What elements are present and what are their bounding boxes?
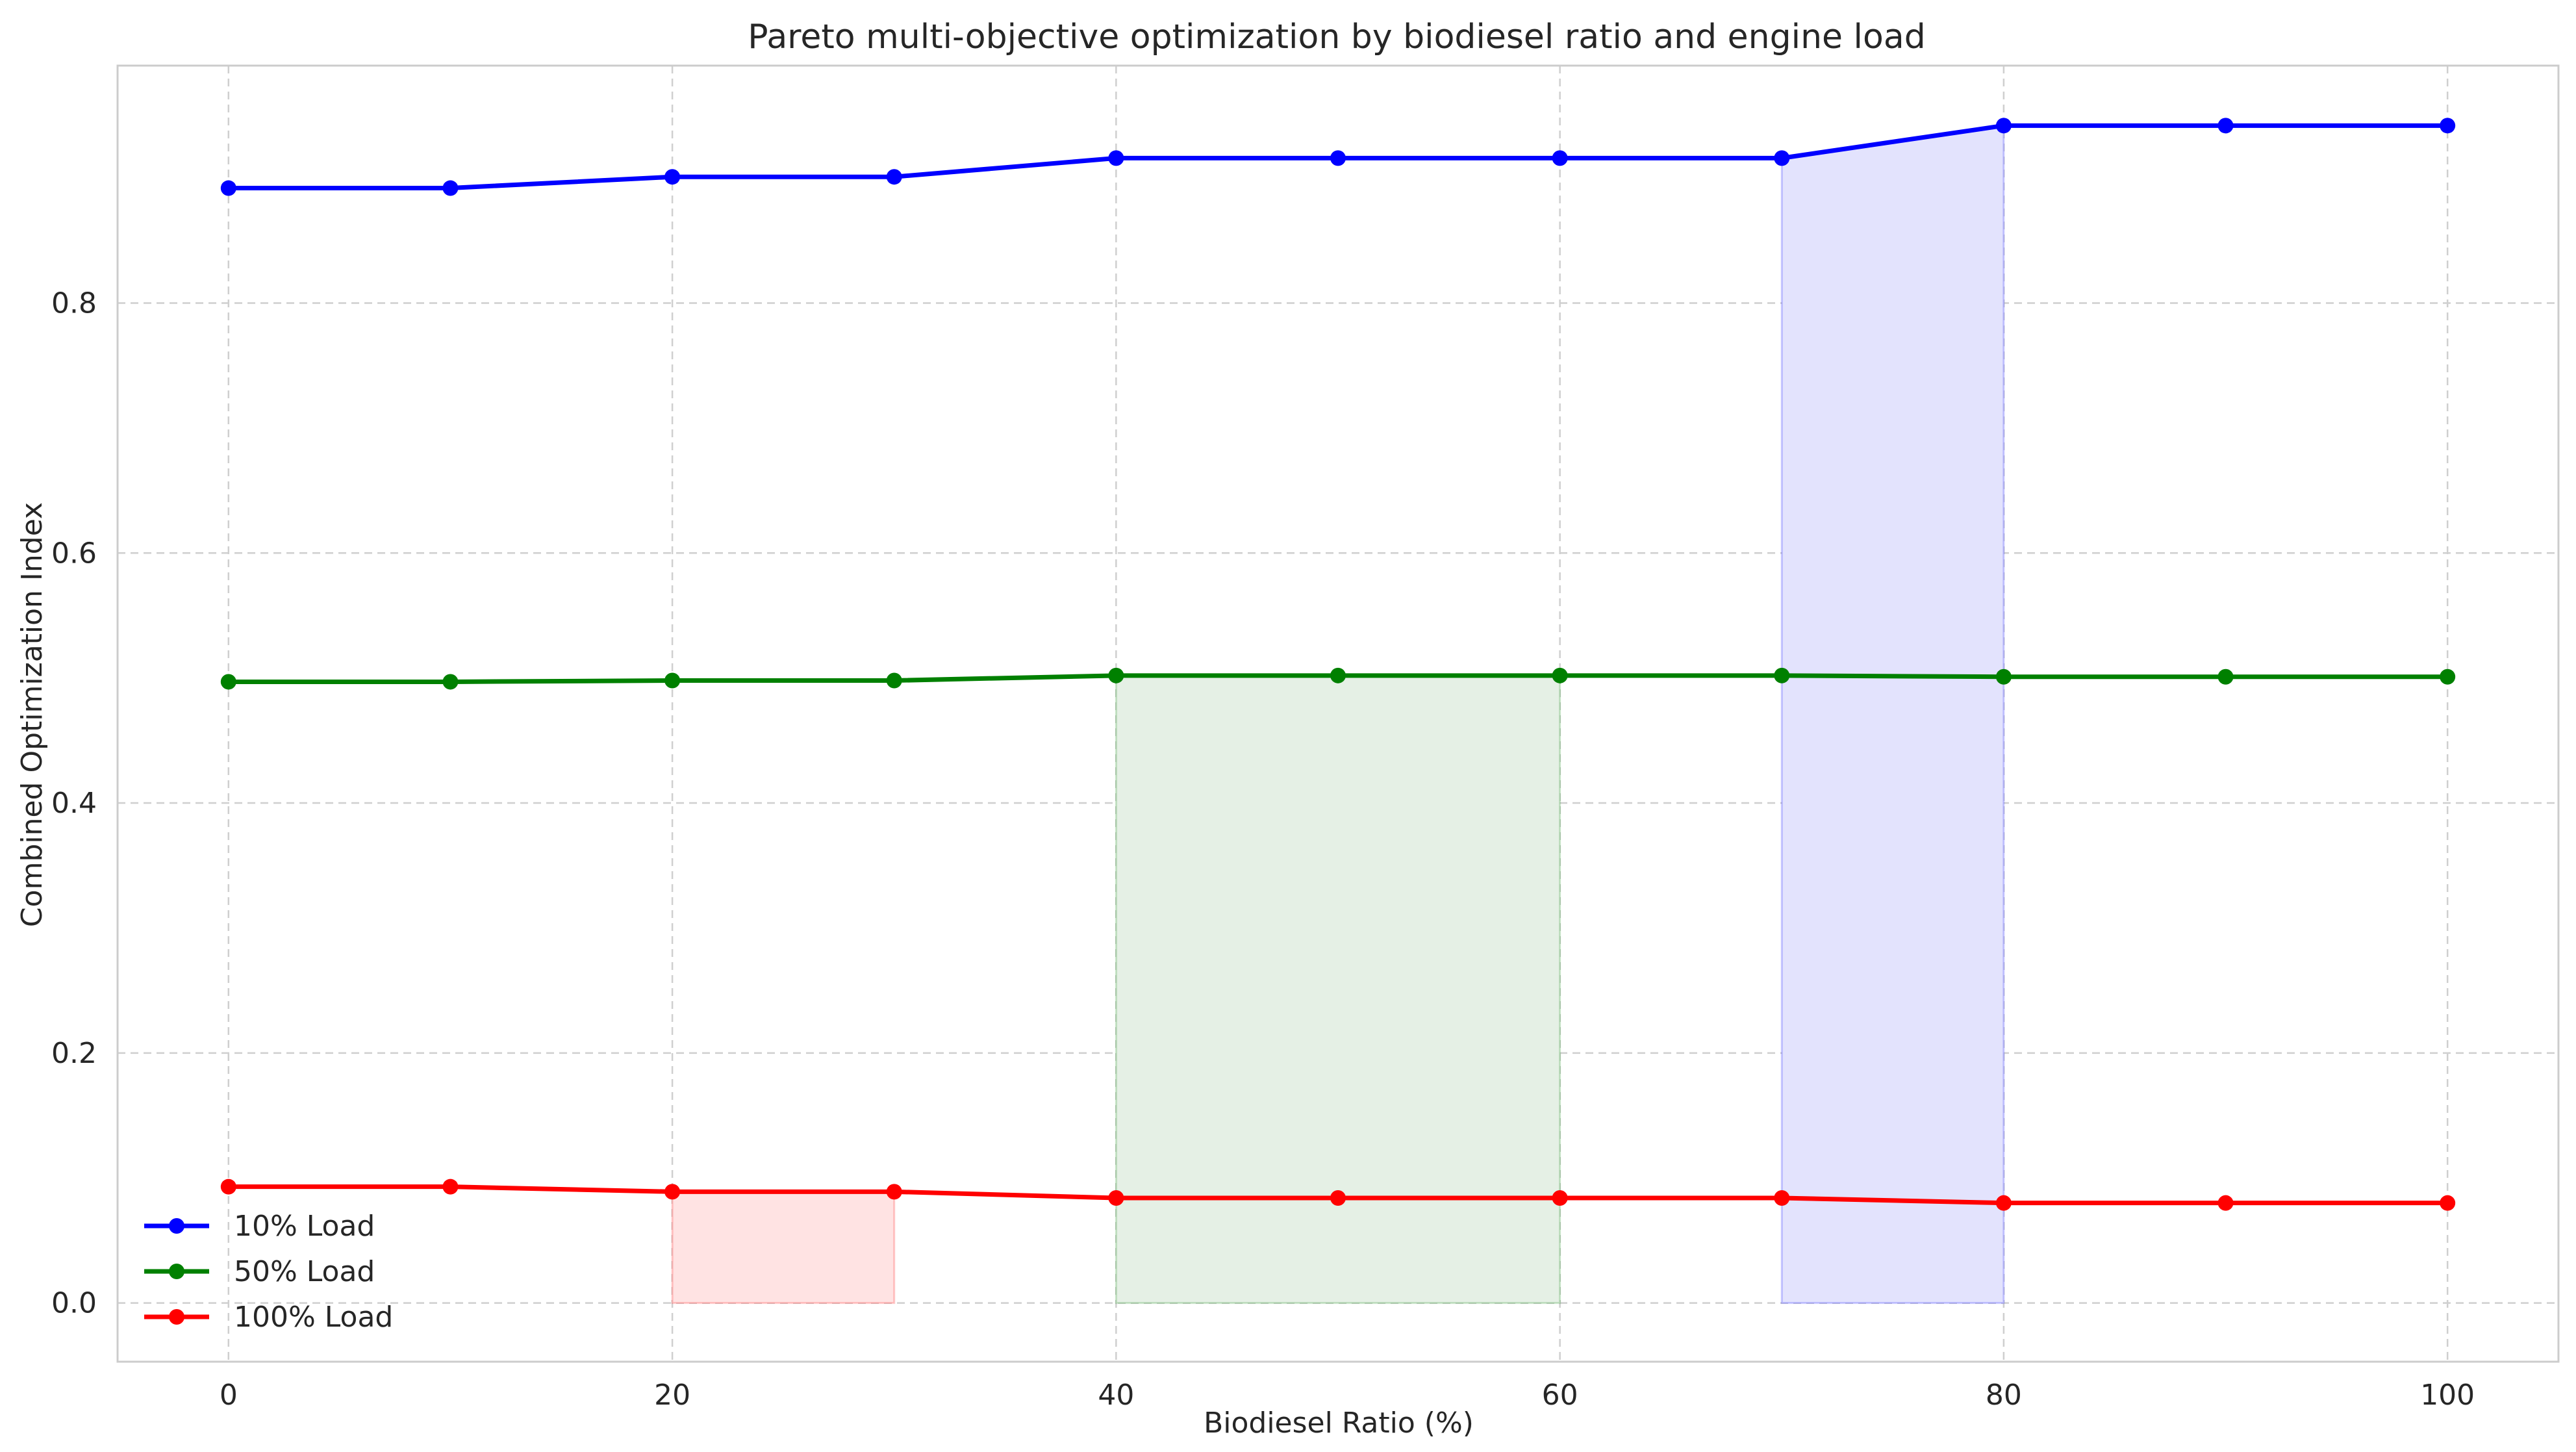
series-group	[220, 1178, 2456, 1211]
series-group	[220, 667, 2456, 690]
data-point	[442, 674, 459, 690]
data-point	[1552, 1190, 1568, 1206]
legend-item: 100% Load	[144, 1301, 393, 1334]
y-tick-label: 0.6	[51, 537, 97, 570]
data-point	[886, 169, 902, 185]
x-tick-label: 80	[1986, 1379, 2022, 1412]
legend-item: 10% Load	[144, 1210, 375, 1243]
data-point	[886, 1184, 902, 1200]
data-point	[1774, 1190, 1790, 1206]
data-point	[1552, 150, 1568, 166]
data-point	[220, 180, 236, 196]
x-tick-label: 60	[1542, 1379, 1578, 1412]
x-tick-label: 40	[1098, 1379, 1134, 1412]
x-tick-label: 100	[2420, 1379, 2475, 1412]
series-group	[220, 118, 2456, 196]
chart-title: Pareto multi-objective optimization by b…	[748, 18, 1925, 57]
data-point	[1108, 150, 1124, 166]
data-point	[2440, 1195, 2456, 1211]
y-axis-label: Combined Optimization Index	[16, 502, 49, 927]
highlight-region	[671, 1190, 896, 1305]
data-point	[664, 1184, 681, 1200]
data-point	[1552, 667, 1568, 683]
data-point	[442, 1178, 459, 1195]
data-point	[1330, 1190, 1346, 1206]
data-point	[220, 674, 236, 690]
data-point	[1995, 669, 2012, 685]
x-tick-label: 20	[654, 1379, 690, 1412]
highlight-region	[1115, 674, 1561, 1305]
data-point	[2217, 118, 2234, 134]
data-point	[2217, 669, 2234, 685]
data-point	[664, 169, 681, 185]
data-point	[1995, 118, 2012, 134]
legend-item: 50% Load	[144, 1255, 375, 1288]
legend-marker	[169, 1309, 184, 1325]
highlight-region	[1780, 124, 2005, 1305]
y-tick-label: 0.2	[51, 1037, 97, 1070]
data-point	[1330, 667, 1346, 683]
data-point	[442, 180, 459, 196]
plot-frame	[116, 64, 2560, 1363]
data-point	[1108, 1190, 1124, 1206]
legend-marker	[169, 1264, 184, 1279]
legend: 10% Load 50% Load 100% Load	[144, 1210, 393, 1334]
data-point	[1995, 1195, 2012, 1211]
data-series	[220, 118, 2456, 1211]
y-tick-label: 0.4	[51, 787, 97, 820]
axis-ticks: 0 20 40 60 80 100 0.0 0.2 0.4 0.6 0.8	[51, 287, 2475, 1412]
data-point	[886, 672, 902, 689]
y-tick-label: 0.0	[51, 1287, 97, 1320]
data-point	[2440, 669, 2456, 685]
x-tick-label: 0	[220, 1379, 238, 1412]
legend-label: 10% Load	[234, 1210, 375, 1243]
data-point	[2440, 118, 2456, 134]
legend-marker	[169, 1218, 184, 1234]
data-point	[1774, 667, 1790, 683]
y-tick-label: 0.8	[51, 287, 97, 320]
highlight-regions	[671, 124, 2005, 1305]
data-point	[664, 672, 681, 689]
data-point	[220, 1178, 236, 1195]
data-point	[1774, 150, 1790, 166]
legend-label: 50% Load	[234, 1255, 375, 1288]
data-point	[2217, 1195, 2234, 1211]
data-point	[1108, 667, 1124, 683]
legend-label: 100% Load	[234, 1301, 393, 1334]
x-axis-label: Biodiesel Ratio (%)	[1204, 1407, 1474, 1440]
data-point	[1330, 150, 1346, 166]
